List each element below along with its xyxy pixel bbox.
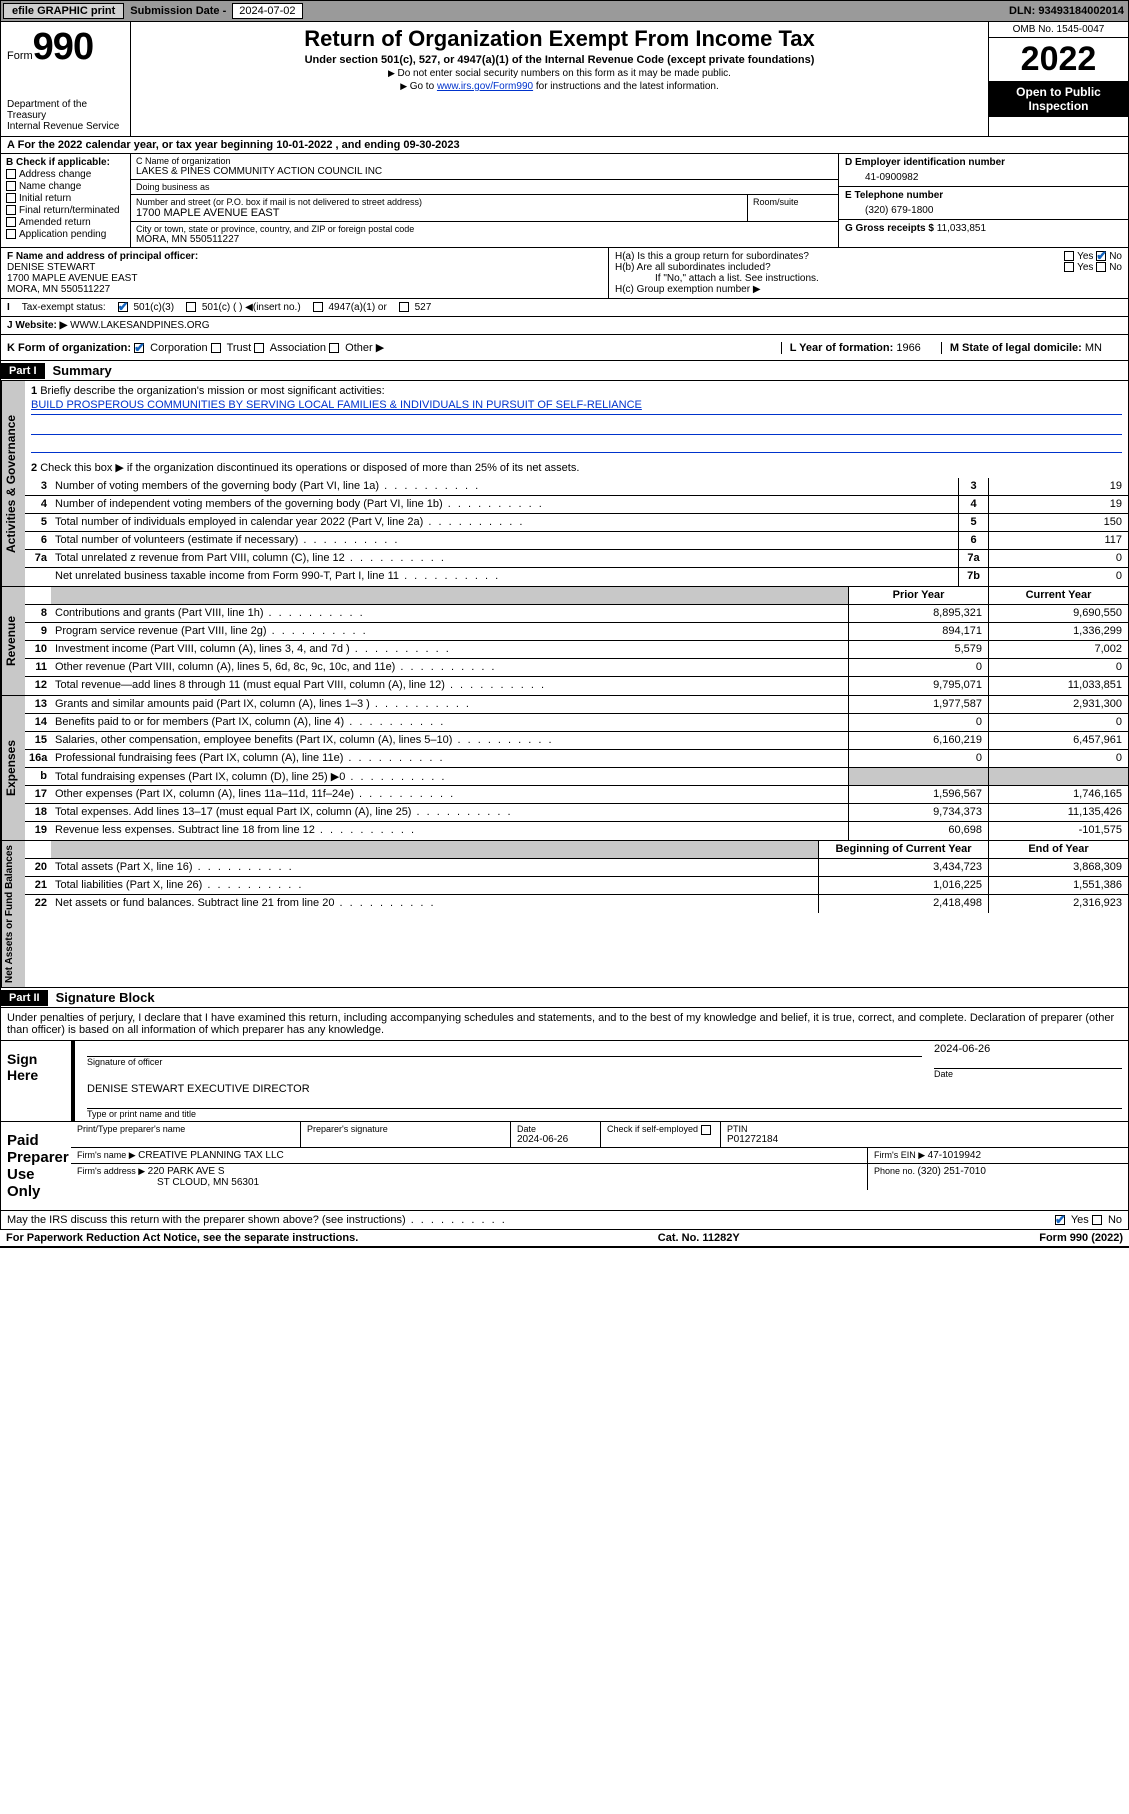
part2-header: Part II Signature Block [0,988,1129,1008]
box-de: D Employer identification number 41-0900… [838,154,1128,247]
officer-group-row: F Name and address of principal officer:… [0,248,1129,299]
topbar: efile GRAPHIC print Submission Date - 20… [0,0,1129,22]
part1-header: Part I Summary [0,361,1129,381]
form-title-box: Return of Organization Exempt From Incom… [131,22,988,136]
declaration-text: Under penalties of perjury, I declare th… [0,1008,1129,1041]
dln-label: DLN: 93493184002014 [1005,5,1128,17]
form-header: Form990 Department of the Treasury Inter… [0,22,1129,137]
box-f: F Name and address of principal officer:… [1,248,608,298]
instructions-link[interactable]: www.irs.gov/Form990 [437,81,533,92]
form-id-box: Form990 Department of the Treasury Inter… [1,22,131,136]
summary-governance: Activities & Governance 1 Briefly descri… [0,381,1129,587]
page-footer: For Paperwork Reduction Act Notice, see … [0,1230,1129,1248]
paid-preparer-block: Paid Preparer Use Only Print/Type prepar… [0,1122,1129,1211]
sign-here-block: Sign Here Signature of officer 2024-06-2… [0,1041,1129,1122]
tax-status-row: I Tax-exempt status: 501(c)(3) 501(c) ( … [0,299,1129,317]
summary-expenses: Expenses 13Grants and similar amounts pa… [0,696,1129,841]
year-box: OMB No. 1545-0047 2022 Open to Public In… [988,22,1128,136]
summary-revenue: Revenue Prior Year Current Year 8Contrib… [0,587,1129,696]
summary-netassets: Net Assets or Fund Balances Beginning of… [0,841,1129,988]
identity-grid: B Check if applicable: Address change Na… [0,154,1129,248]
box-c: C Name of organization LAKES & PINES COM… [131,154,838,247]
submission-date: 2024-07-02 [232,3,302,19]
org-form-row: K Form of organization: Corporation Trus… [0,335,1129,361]
efile-button[interactable]: efile GRAPHIC print [3,3,124,19]
box-h: H(a) Is this a group return for subordin… [608,248,1128,298]
tax-year-row: A For the 2022 calendar year, or tax yea… [0,137,1129,154]
website-row: J Website: ▶ WWW.LAKESANDPINES.ORG [0,317,1129,335]
may-irs-row: May the IRS discuss this return with the… [0,1211,1129,1230]
box-b: B Check if applicable: Address change Na… [1,154,131,247]
submission-label: Submission Date - [126,5,230,17]
